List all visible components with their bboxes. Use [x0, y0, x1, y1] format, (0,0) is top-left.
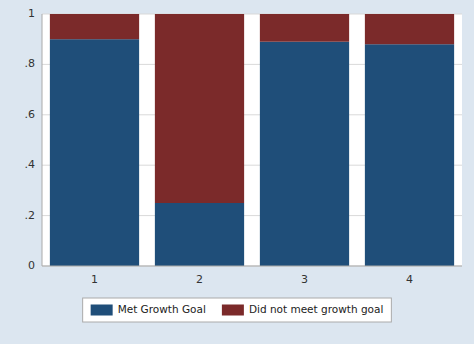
y-axis-line	[42, 14, 43, 266]
x-tick-label: 1	[91, 273, 98, 286]
bar-segment	[365, 14, 454, 44]
series	[50, 14, 454, 203]
legend-swatch	[91, 305, 113, 316]
legend-swatch	[222, 305, 244, 316]
bar-segment	[50, 14, 139, 39]
legend: Met Growth Goal Did not meet growth goal	[83, 298, 392, 322]
y-axis: 0 .2 .4 .6 .8 1	[25, 7, 36, 272]
bar-segment	[260, 42, 349, 266]
bar-segment	[365, 44, 454, 266]
chart-container: 0 .2 .4 .6 .8 1 1 2 3 4 Met Growth Goal Did not mee…	[0, 0, 474, 344]
y-tick-label: 1	[28, 7, 35, 20]
plot-background	[42, 14, 462, 266]
y-tick-label: .6	[25, 108, 36, 121]
legend-label: Did not meet growth goal	[249, 303, 383, 315]
bars	[50, 14, 454, 266]
bar-segment	[155, 203, 244, 266]
y-tick-label: .4	[25, 158, 36, 171]
bar-segment	[155, 14, 244, 203]
series	[50, 39, 454, 266]
legend-label: Met Growth Goal	[118, 303, 206, 315]
chart-svg: 0 .2 .4 .6 .8 1 1 2 3 4 Met Growth Goal Did not mee…	[0, 0, 474, 344]
legend-frame	[83, 298, 392, 322]
y-tick-label: .2	[25, 209, 36, 222]
grid	[42, 14, 462, 266]
y-tick-label: .8	[25, 57, 36, 70]
bar-segment	[50, 39, 139, 266]
grid-line	[42, 266, 462, 267]
x-tick-label: 4	[406, 273, 413, 286]
x-axis-line	[42, 266, 462, 267]
bar-segment	[260, 14, 349, 42]
y-tick-label: 0	[28, 259, 35, 272]
x-axis: 1 2 3 4	[91, 273, 413, 286]
x-tick-label: 2	[196, 273, 203, 286]
x-tick-label: 3	[301, 273, 308, 286]
